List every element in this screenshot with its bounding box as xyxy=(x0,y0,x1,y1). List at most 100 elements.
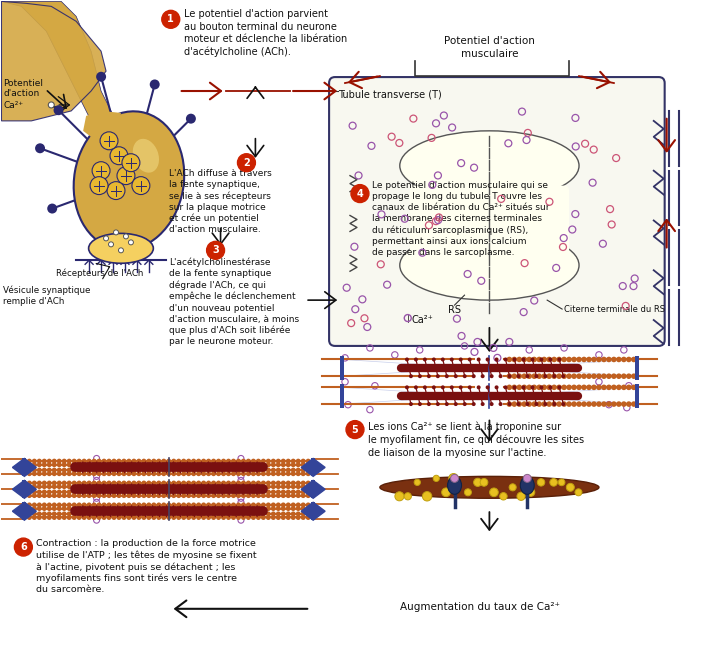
Circle shape xyxy=(251,511,256,516)
Circle shape xyxy=(481,374,484,378)
Circle shape xyxy=(27,489,32,495)
Circle shape xyxy=(543,374,547,378)
Circle shape xyxy=(541,373,547,379)
Circle shape xyxy=(271,515,275,520)
Circle shape xyxy=(67,484,72,489)
Circle shape xyxy=(182,471,186,476)
Circle shape xyxy=(463,402,467,406)
Circle shape xyxy=(226,493,231,498)
Circle shape xyxy=(102,459,107,464)
Circle shape xyxy=(171,463,176,467)
Circle shape xyxy=(489,374,494,378)
Circle shape xyxy=(281,468,286,472)
Circle shape xyxy=(111,489,116,495)
Circle shape xyxy=(465,489,471,496)
Circle shape xyxy=(137,489,142,495)
Circle shape xyxy=(32,459,37,464)
Circle shape xyxy=(186,459,191,464)
Circle shape xyxy=(596,357,601,362)
Circle shape xyxy=(76,463,81,467)
Circle shape xyxy=(176,480,182,486)
Circle shape xyxy=(526,374,529,378)
Circle shape xyxy=(531,384,537,390)
Circle shape xyxy=(191,506,196,511)
Circle shape xyxy=(62,489,67,495)
Circle shape xyxy=(306,493,311,498)
Circle shape xyxy=(500,493,507,500)
Circle shape xyxy=(251,493,256,498)
Circle shape xyxy=(186,468,191,472)
Circle shape xyxy=(126,468,131,472)
Text: L'acétylcholinestérase
de la fente synaptique
dégrade l'ACh, ce qui
empêche le d: L'acétylcholinestérase de la fente synap… xyxy=(169,258,299,346)
Circle shape xyxy=(156,484,161,489)
Circle shape xyxy=(251,480,256,486)
Circle shape xyxy=(512,357,517,361)
Circle shape xyxy=(306,511,311,516)
Circle shape xyxy=(52,468,57,472)
Circle shape xyxy=(281,503,286,507)
Circle shape xyxy=(246,493,251,498)
Circle shape xyxy=(97,511,102,516)
Circle shape xyxy=(128,240,133,245)
Bar xyxy=(22,459,27,476)
Circle shape xyxy=(241,471,246,476)
Circle shape xyxy=(216,468,221,472)
Circle shape xyxy=(238,154,255,171)
Circle shape xyxy=(286,489,291,495)
Circle shape xyxy=(81,489,87,495)
Circle shape xyxy=(486,386,489,390)
Circle shape xyxy=(231,489,236,495)
Circle shape xyxy=(57,506,62,511)
Circle shape xyxy=(271,459,275,464)
Circle shape xyxy=(472,374,476,378)
Circle shape xyxy=(161,484,166,489)
Circle shape xyxy=(601,384,606,390)
Text: Ca²⁺: Ca²⁺ xyxy=(4,101,24,110)
Circle shape xyxy=(552,402,557,406)
Circle shape xyxy=(552,401,557,407)
Circle shape xyxy=(186,515,191,520)
Circle shape xyxy=(211,480,216,486)
Circle shape xyxy=(137,503,142,507)
Circle shape xyxy=(211,489,216,495)
Circle shape xyxy=(221,503,226,507)
Circle shape xyxy=(142,480,147,486)
Circle shape xyxy=(301,515,306,520)
Circle shape xyxy=(454,374,458,378)
Circle shape xyxy=(196,480,201,486)
Circle shape xyxy=(126,471,131,476)
Circle shape xyxy=(601,373,606,379)
Circle shape xyxy=(107,484,111,489)
Circle shape xyxy=(182,484,186,489)
Circle shape xyxy=(442,488,451,497)
Circle shape xyxy=(126,503,131,507)
Circle shape xyxy=(296,459,301,464)
Circle shape xyxy=(562,374,565,378)
Circle shape xyxy=(216,506,221,511)
Circle shape xyxy=(81,468,87,472)
Circle shape xyxy=(57,484,62,489)
Circle shape xyxy=(67,468,72,472)
Circle shape xyxy=(626,357,632,362)
Circle shape xyxy=(557,401,562,407)
Circle shape xyxy=(107,489,111,495)
Circle shape xyxy=(296,480,301,486)
Text: 6: 6 xyxy=(20,542,27,552)
Circle shape xyxy=(206,506,211,511)
Circle shape xyxy=(42,515,47,520)
Circle shape xyxy=(246,484,251,489)
Circle shape xyxy=(126,515,131,520)
Bar xyxy=(22,502,27,520)
Circle shape xyxy=(441,357,445,361)
Circle shape xyxy=(32,493,37,498)
Circle shape xyxy=(241,463,246,467)
Text: Les ions Ca²⁺ se lient à la troponine sur
le myofilament fin, ce qui découvre le: Les ions Ca²⁺ se lient à la troponine su… xyxy=(368,422,584,457)
Circle shape xyxy=(266,463,271,467)
Circle shape xyxy=(409,402,413,406)
Circle shape xyxy=(147,489,151,495)
Circle shape xyxy=(631,373,637,379)
Circle shape xyxy=(246,480,251,486)
Circle shape xyxy=(296,463,301,467)
Circle shape xyxy=(291,480,296,486)
Circle shape xyxy=(226,506,231,511)
